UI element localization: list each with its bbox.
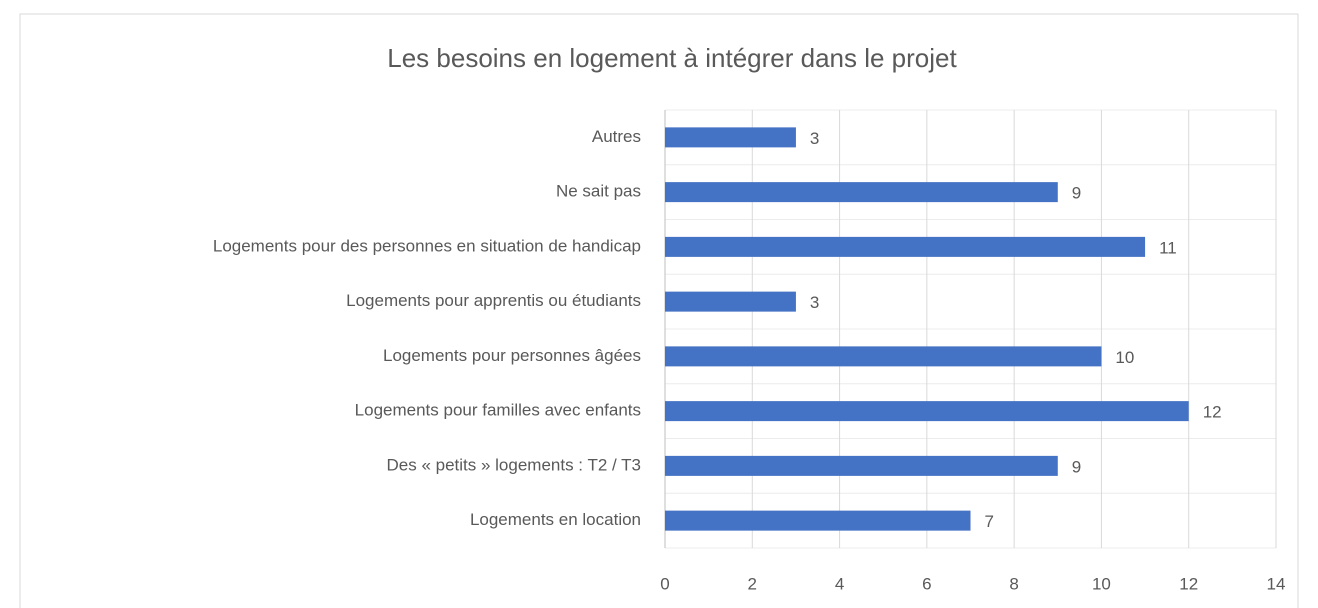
bar xyxy=(665,236,1146,257)
y-tick-label: Logements pour personnes âgées xyxy=(383,346,641,365)
data-label: 9 xyxy=(1072,457,1081,476)
chart-title: Les besoins en logement à intégrer dans … xyxy=(387,43,957,73)
y-tick-label: Logements en location xyxy=(470,510,641,529)
y-tick-label: Logements pour apprentis ou étudiants xyxy=(346,291,641,310)
bar xyxy=(665,510,971,531)
x-tick-label: 4 xyxy=(835,574,844,593)
chart-frame xyxy=(19,13,1299,608)
bar xyxy=(665,455,1058,476)
x-tick-label: 0 xyxy=(660,574,669,593)
data-label: 3 xyxy=(810,129,819,148)
data-label: 11 xyxy=(1159,238,1177,257)
y-tick-label: Autres xyxy=(592,127,641,146)
bar xyxy=(665,127,796,148)
data-label: 10 xyxy=(1115,348,1134,367)
x-tick-label: 12 xyxy=(1179,574,1198,593)
bar xyxy=(665,291,796,312)
y-tick-label: Logements pour des personnes en situatio… xyxy=(213,236,641,255)
x-tick-label: 2 xyxy=(748,574,757,593)
y-tick-label: Des « petits » logements : T2 / T3 xyxy=(386,455,641,474)
bar xyxy=(665,346,1102,367)
x-tick-label: 6 xyxy=(922,574,931,593)
y-tick-label: Logements pour familles avec enfants xyxy=(355,401,641,420)
bar xyxy=(665,401,1189,422)
bar xyxy=(665,182,1058,203)
data-label: 3 xyxy=(810,293,819,312)
data-label: 12 xyxy=(1203,403,1222,422)
data-label: 7 xyxy=(985,512,994,531)
x-tick-label: 8 xyxy=(1009,574,1018,593)
x-tick-label: 10 xyxy=(1092,574,1111,593)
y-tick-label: Ne sait pas xyxy=(556,182,641,201)
data-label: 9 xyxy=(1072,184,1081,203)
x-tick-label: 14 xyxy=(1267,574,1286,593)
